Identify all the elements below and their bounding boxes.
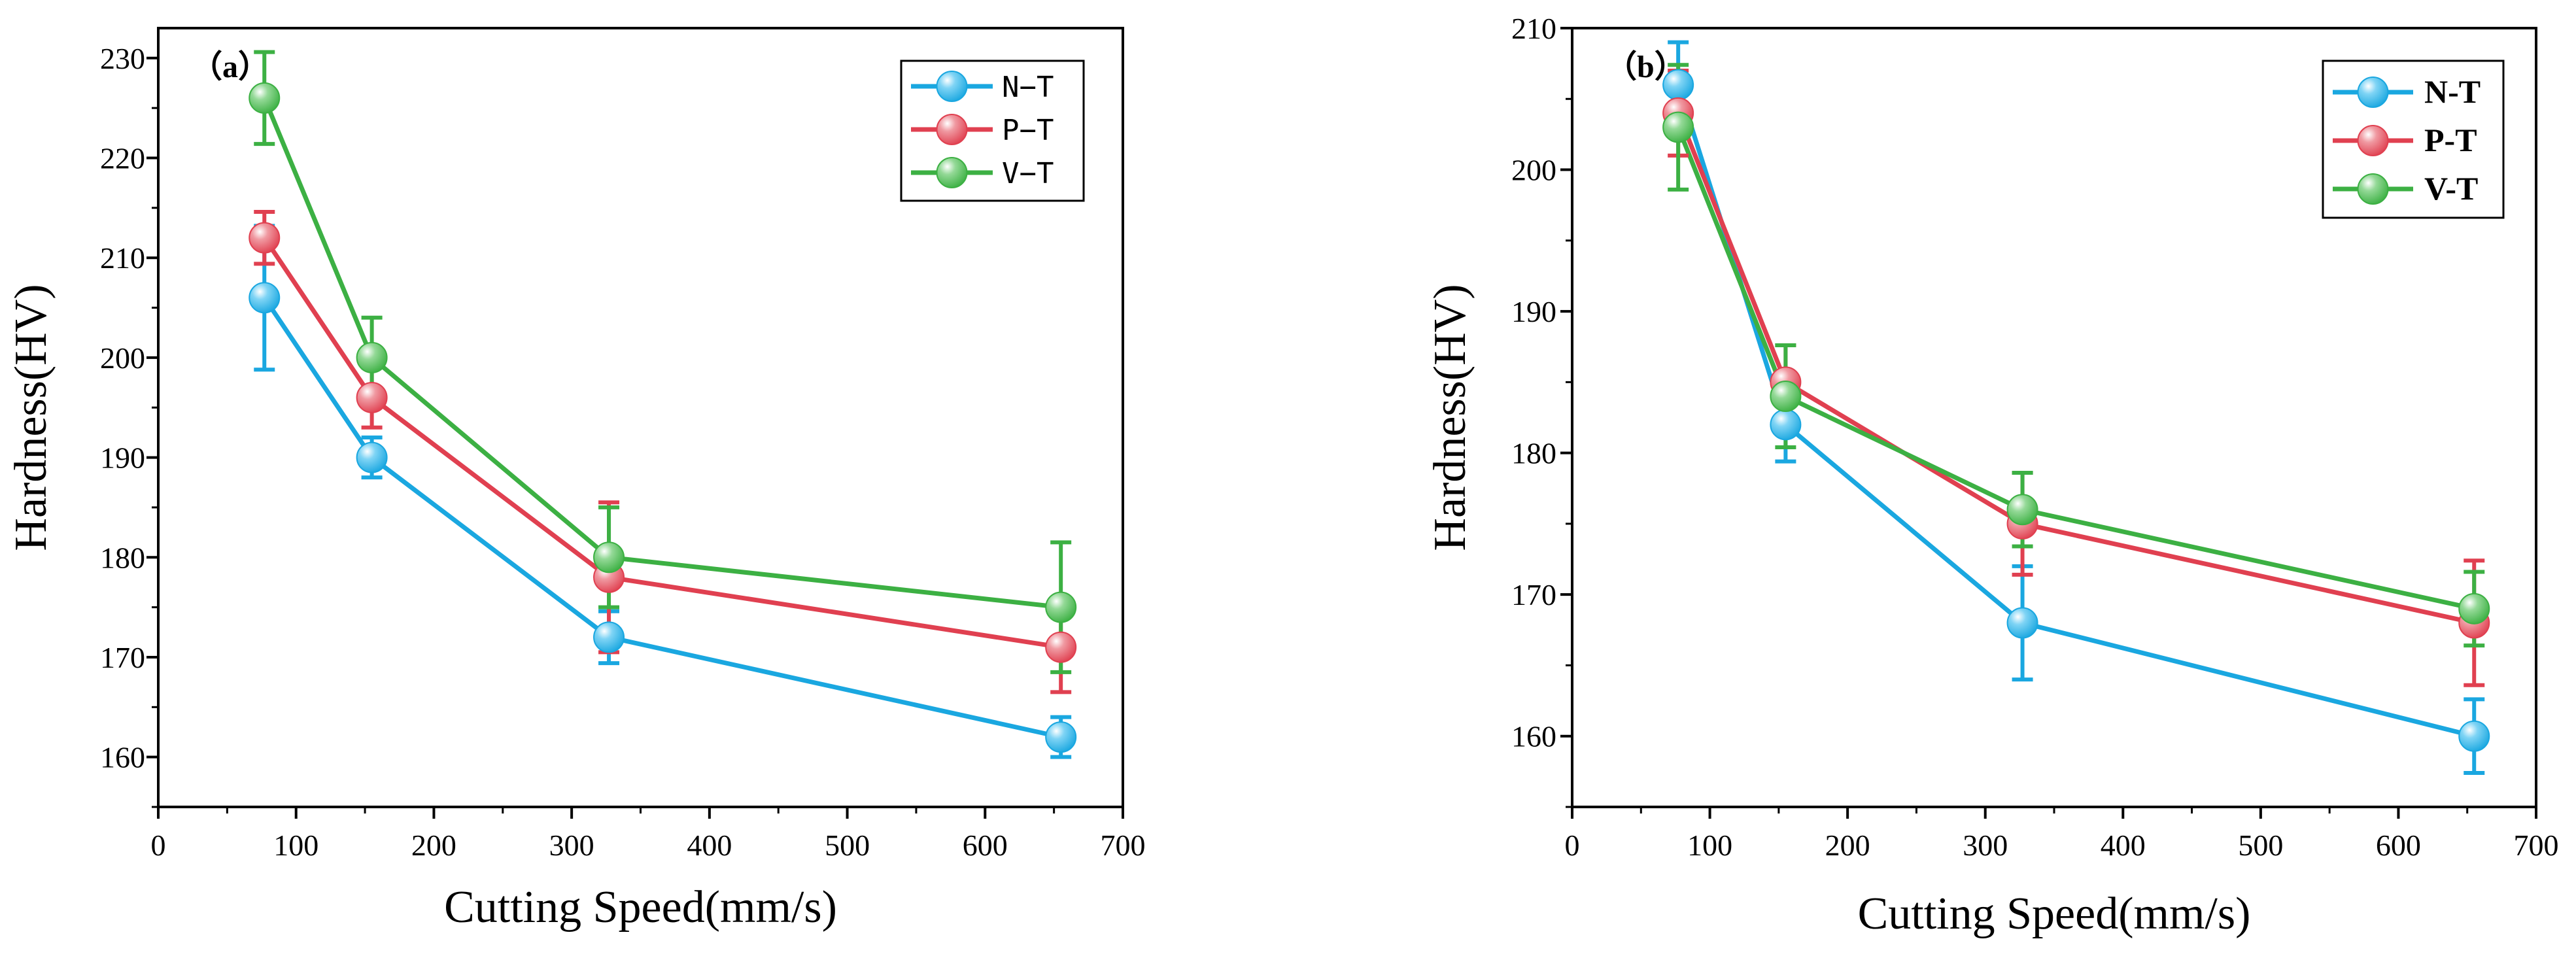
legend-item: N−T [911, 71, 1054, 104]
legend-item: V−T [911, 157, 1054, 190]
x-tick-label: 500 [825, 829, 870, 862]
legend-label: V−T [1002, 157, 1054, 190]
y-tick-label: 190 [1511, 295, 1556, 328]
legend-item: P−T [911, 114, 1054, 147]
data-point [249, 82, 281, 114]
y-tick-label: 200 [100, 341, 145, 375]
x-tick-label: 200 [1825, 829, 1870, 862]
y-tick-label: 190 [100, 441, 145, 475]
x-tick-label: 100 [273, 829, 318, 862]
legend: N-T P-T V-T [2322, 60, 2505, 219]
legend-item: V-T [2333, 170, 2478, 207]
data-point [593, 541, 625, 573]
y-tick-label: 160 [1511, 720, 1556, 753]
x-tick-label: 0 [1565, 829, 1580, 862]
series-line-0 [262, 296, 1061, 740]
legend-item: P-T [2333, 122, 2477, 158]
series-line-2 [1675, 126, 2475, 611]
x-tick-label: 100 [1687, 829, 1732, 862]
x-tick-label: 600 [2376, 829, 2421, 862]
x-tick-label: 600 [963, 829, 1008, 862]
x-tick-label: 400 [2101, 829, 2146, 862]
x-axis-title: Cutting Speed(mm/s) [444, 882, 837, 932]
legend-label: P−T [1002, 114, 1054, 147]
chart-panel-1: 0 100 200 300 400 500 600 700 160 170 180 190 200 210… [1425, 12, 2559, 939]
data-point [356, 441, 388, 473]
x-tick-label: 500 [2238, 829, 2283, 862]
legend-swatch-marker [2357, 173, 2389, 205]
data-point [1770, 409, 1802, 441]
legend-swatch-marker [936, 114, 968, 145]
data-point [249, 222, 281, 254]
x-tick-label: 700 [2514, 829, 2559, 862]
data-point [1662, 69, 1694, 101]
y-tick-label: 210 [1511, 12, 1556, 45]
data-point [356, 341, 388, 373]
data-point [2458, 720, 2490, 752]
y-tick-label: 230 [100, 42, 145, 75]
y-tick-label: 170 [100, 641, 145, 674]
x-tick-label: 700 [1101, 829, 1146, 862]
panel-label: （a） [191, 50, 269, 84]
chart-panel-0: 0 100 200 300 400 500 600 700 160 170 180 190 200 210… [6, 27, 1146, 932]
x-tick-label: 300 [549, 829, 594, 862]
data-point [593, 621, 625, 653]
series-line-1 [262, 236, 1061, 650]
data-point [1770, 381, 1802, 413]
data-point [356, 381, 388, 413]
x-tick-label: 300 [1963, 829, 2008, 862]
legend-swatch-marker [936, 157, 968, 188]
y-tick-label: 170 [1511, 578, 1556, 611]
data-point [249, 282, 281, 314]
x-axis-title: Cutting Speed(mm/s) [1858, 889, 2251, 939]
x-tick-label: 200 [411, 829, 456, 862]
y-tick-label: 180 [100, 541, 145, 574]
series-line-2 [262, 97, 1061, 610]
data-point [2006, 494, 2038, 526]
legend-label: P-T [2424, 122, 2477, 158]
data-point [2458, 592, 2490, 624]
data-point [1662, 111, 1694, 143]
y-tick-label: 200 [1511, 154, 1556, 187]
data-point [1045, 721, 1077, 753]
legend-swatch-marker [2357, 77, 2389, 108]
x-tick-label: 0 [151, 829, 166, 862]
y-tick-label: 160 [100, 741, 145, 774]
y-axis-title: Hardness(HV) [1425, 284, 1475, 551]
y-tick-label: 180 [1511, 437, 1556, 470]
y-tick-label: 210 [100, 241, 145, 275]
legend-label: V-T [2424, 170, 2478, 207]
series-line-0 [1675, 84, 2475, 739]
legend: N−T P−T V−T [900, 60, 1085, 202]
x-tick-label: 400 [687, 829, 732, 862]
y-tick-label: 220 [100, 142, 145, 175]
data-point [1045, 591, 1077, 623]
data-point [1045, 631, 1077, 663]
legend-swatch-marker [936, 71, 968, 102]
y-axis-title: Hardness(HV) [6, 284, 56, 551]
legend-label: N-T [2424, 73, 2481, 110]
legend-item: N-T [2333, 73, 2481, 110]
legend-label: N−T [1002, 71, 1054, 104]
data-point [2006, 607, 2038, 639]
legend-swatch-marker [2357, 125, 2389, 156]
